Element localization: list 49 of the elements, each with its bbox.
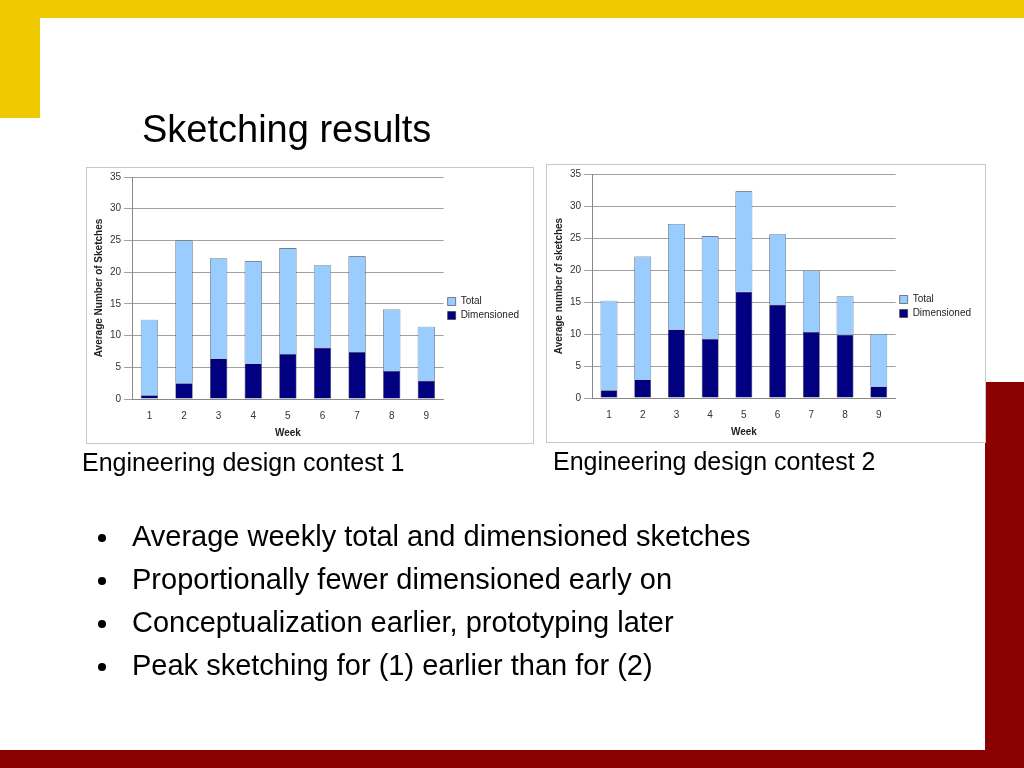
text: Peak sketching for (1) earlier than for (2) [132, 649, 653, 681]
y-tick-label: 10 [110, 329, 122, 341]
legend-label: Total [912, 293, 934, 305]
x-tick-label: 3 [215, 409, 222, 421]
x-tick-label: 5 [285, 409, 292, 421]
x-tick-label: 1 [146, 409, 153, 421]
x-axis-title: Week [730, 425, 758, 437]
x-tick-label: 4 [707, 408, 714, 420]
y-tick-label: 15 [110, 297, 122, 309]
y-tick-label: 0 [575, 391, 582, 403]
x-tick-label: 3 [673, 408, 680, 420]
text: Engineering design contest 2 [553, 447, 876, 476]
y-tick-label: 5 [115, 361, 122, 373]
y-axis-title: Average number of sketches [552, 217, 564, 355]
y-tick-label: 25 [570, 231, 582, 243]
text: Proportionally fewer dimensioned early on [132, 563, 673, 595]
y-axis-title: Average Number of Sketches [92, 218, 104, 358]
y-tick-label: 30 [110, 202, 122, 214]
y-tick-label: 0 [115, 392, 122, 404]
x-axis-title: Week [274, 426, 302, 438]
x-tick-label: 8 [842, 408, 849, 420]
y-tick-label: 15 [570, 295, 582, 307]
legend-label: Dimensioned [460, 309, 520, 321]
y-tick-label: 35 [570, 167, 582, 179]
legend-label: Dimensioned [912, 307, 972, 319]
y-tick-label: 5 [575, 359, 582, 371]
x-tick-label: 2 [181, 409, 188, 421]
text: Engineering design contest 1 [82, 448, 405, 477]
y-tick-label: 25 [110, 234, 122, 246]
text: Conceptualization earlier, prototyping later [132, 606, 674, 638]
y-tick-label: 20 [570, 263, 582, 275]
text: Average weekly total and dimensioned sketches [132, 520, 751, 552]
y-tick-label: 30 [570, 199, 582, 211]
x-tick-label: 9 [875, 408, 882, 420]
x-tick-label: 8 [388, 409, 395, 421]
y-tick-label: 35 [110, 170, 122, 182]
y-tick-label: 10 [570, 327, 582, 339]
x-tick-label: 1 [606, 408, 613, 420]
legend-label: Total [460, 295, 482, 307]
x-tick-label: 6 [319, 409, 326, 421]
x-tick-label: 9 [423, 409, 430, 421]
x-tick-label: 4 [250, 409, 257, 421]
y-tick-label: 20 [110, 265, 122, 277]
x-tick-label: 7 [354, 409, 361, 421]
x-tick-label: 7 [808, 408, 815, 420]
x-tick-label: 6 [774, 408, 781, 420]
text: Sketching results [142, 108, 432, 151]
x-tick-label: 5 [741, 408, 748, 420]
x-tick-label: 2 [639, 408, 646, 420]
